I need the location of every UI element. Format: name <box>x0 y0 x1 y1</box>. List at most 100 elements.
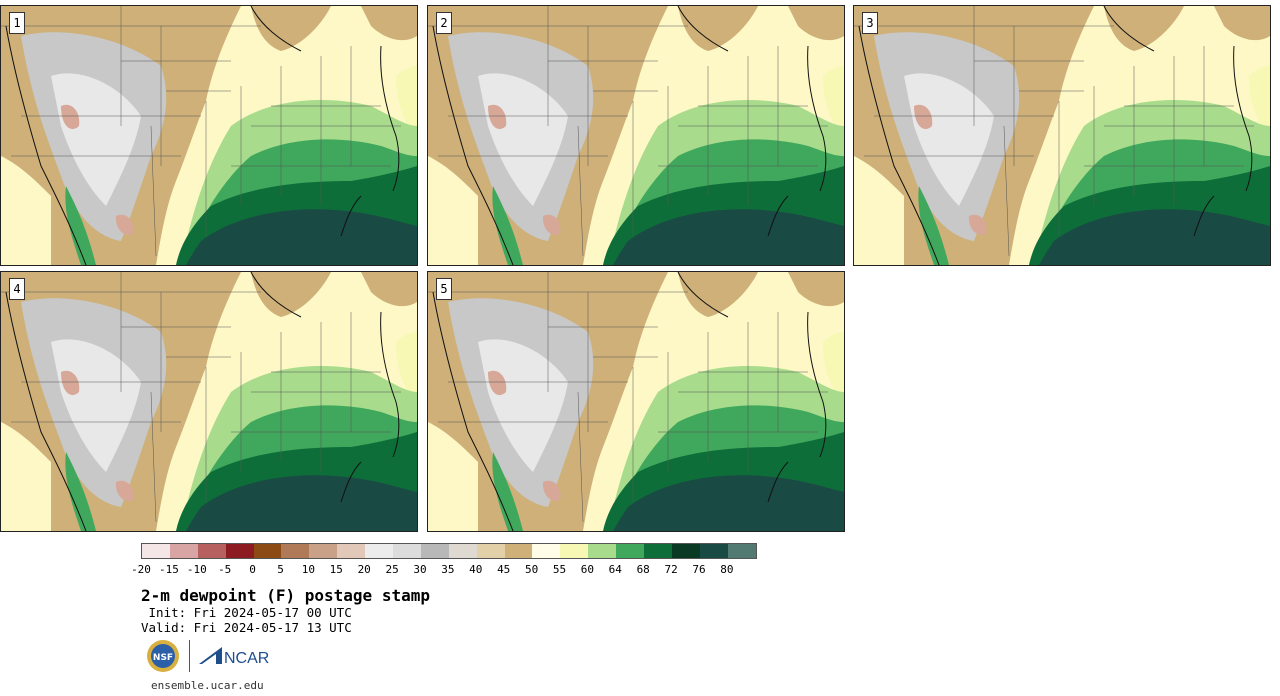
colorbar-swatch <box>671 544 700 558</box>
colorbar-tick-label: 30 <box>413 563 427 576</box>
dewpoint-field <box>51 73 141 206</box>
colorbar <box>141 543 757 559</box>
dewpoint-field <box>428 156 478 265</box>
state-border <box>120 6 352 236</box>
dewpoint-field <box>115 480 134 501</box>
dewpoint-field <box>542 214 561 235</box>
postage-stamp-panel-2: 2 <box>427 5 845 266</box>
dewpoint-field <box>613 209 844 265</box>
dewpoint-field <box>186 209 417 265</box>
colorbar-tick-label: 72 <box>664 563 678 576</box>
dewpoint-field <box>1 156 51 265</box>
colorbar-tick-label: 10 <box>301 563 316 576</box>
colorbar-tick-label: -10 <box>186 563 207 576</box>
member-label: 3 <box>862 12 878 34</box>
dewpoint-field <box>678 6 758 51</box>
dewpoint-field <box>488 370 507 396</box>
colorbar-swatch <box>420 544 449 558</box>
colorbar-swatch <box>169 544 198 558</box>
colorbar-swatch <box>142 544 170 558</box>
state-border <box>1 25 261 257</box>
dewpoint-field <box>251 6 331 51</box>
postage-stamp-panel-5: 5 <box>427 271 845 532</box>
ncar-logo-text: NCAR <box>224 650 269 667</box>
state-border <box>854 25 1114 257</box>
dewpoint-field <box>396 332 417 402</box>
state-border <box>973 6 1205 236</box>
init-time: Init: Fri 2024-05-17 00 UTC <box>141 605 352 620</box>
colorbar-tick-label: 15 <box>329 563 343 576</box>
state-border <box>1 291 261 523</box>
dewpoint-field <box>186 475 417 531</box>
colorbar-tick-label: 40 <box>469 563 483 576</box>
dewpoint-field <box>51 339 141 472</box>
member-label: 5 <box>436 278 452 300</box>
logo-row: NSF NCAR <box>145 638 272 674</box>
dewpoint-field <box>1249 66 1270 136</box>
colorbar-swatch <box>616 544 645 558</box>
dewpoint-field <box>65 452 96 531</box>
dewpoint-field <box>823 332 844 402</box>
state-border <box>658 371 828 433</box>
coastline <box>432 272 827 531</box>
dewpoint-field <box>918 186 949 265</box>
dewpoint-field <box>1214 6 1270 41</box>
dewpoint-field <box>61 104 80 130</box>
colorbar-swatch <box>393 544 421 558</box>
colorbar-swatch <box>532 544 561 558</box>
colorbar-tick-label: 76 <box>692 563 706 576</box>
member-label: 1 <box>9 12 25 34</box>
colorbar-ticks: -20 -15 -10 -5 0 5 10 15 20 25 30 35 40 45 50 55 60 64 68 7… <box>131 563 761 577</box>
coastline <box>5 6 400 265</box>
dewpoint-field <box>968 214 987 235</box>
dewpoint-field <box>428 422 478 531</box>
colorbar-swatch <box>699 544 728 558</box>
dewpoint-field <box>1039 209 1270 265</box>
state-border <box>231 105 401 167</box>
dewpoint-field <box>251 272 331 317</box>
colorbar-tick-label: -5 <box>218 563 232 576</box>
dewpoint-field <box>1104 6 1184 51</box>
dewpoint-field <box>396 66 417 136</box>
dewpoint-field <box>65 186 96 265</box>
site-url: ensemble.ucar.edu <box>151 679 264 692</box>
colorbar-swatch <box>644 544 672 558</box>
colorbar-swatch <box>281 544 310 558</box>
colorbar-swatch <box>309 544 338 558</box>
dewpoint-field <box>478 73 568 206</box>
coastline <box>5 272 400 531</box>
valid-time: Valid: Fri 2024-05-17 13 UTC <box>141 620 352 635</box>
colorbar-tick-label: 45 <box>497 563 511 576</box>
dewpoint-field <box>1 422 51 531</box>
dewpoint-field <box>361 6 417 41</box>
colorbar-tick-label: 80 <box>720 563 734 576</box>
nsf-logo: NSF <box>147 640 179 672</box>
colorbar-tick-label: 50 <box>524 563 539 576</box>
dewpoint-field <box>613 475 844 531</box>
dewpoint-field <box>488 104 507 130</box>
state-border <box>1084 105 1254 167</box>
colorbar-tick-label: -15 <box>158 563 179 576</box>
colorbar-tick-label: 0 <box>249 563 256 576</box>
colorbar-tick-label: 25 <box>385 563 399 576</box>
colorbar-swatch <box>365 544 394 558</box>
dewpoint-field <box>61 370 80 396</box>
nsf-logo-text: NSF <box>153 653 173 663</box>
dewpoint-field <box>823 66 844 136</box>
state-border <box>120 272 352 502</box>
postage-stamp-panel-1: 1 <box>0 5 418 266</box>
dewpoint-field <box>904 73 994 206</box>
dewpoint-field <box>492 186 523 265</box>
state-border <box>428 25 688 257</box>
colorbar-tick-label: 60 <box>580 563 595 576</box>
state-border <box>547 6 779 236</box>
postage-stamp-panel-3: 3 <box>853 5 1271 266</box>
logo-divider <box>189 640 190 672</box>
dewpoint-field <box>914 104 933 130</box>
member-label: 2 <box>436 12 452 34</box>
colorbar-tick-label: 5 <box>277 563 284 576</box>
colorbar-swatch <box>225 544 254 558</box>
colorbar-swatch <box>337 544 366 558</box>
colorbar-tick-label: 68 <box>636 563 650 576</box>
colorbar-tick-label: 20 <box>357 563 371 576</box>
